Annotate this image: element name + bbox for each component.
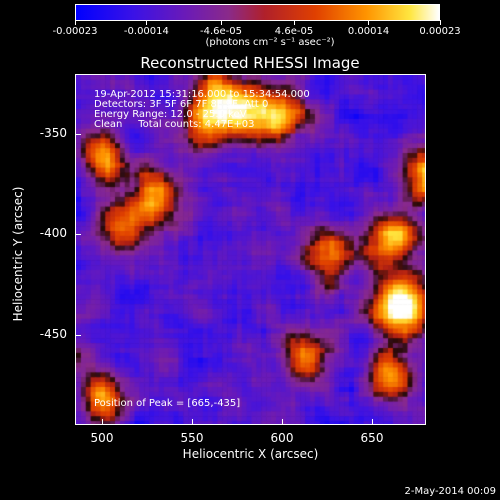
colorbar-tick-label: -0.00023 <box>52 26 98 37</box>
y-axis-label: Heliocentric Y (arcsec) <box>11 186 25 322</box>
annotation-detectors: Detectors: 3F 5F 6F 7F 8F 9F, Att 0 <box>94 99 269 110</box>
y-tick-label: -400 <box>39 226 67 241</box>
footer-date: 2-May-2014 00:09 <box>404 486 496 497</box>
annotation-energy-range: Energy Range: 12.0 - 25.0 keV <box>94 109 247 120</box>
y-tick-mark <box>75 334 81 336</box>
colorbar-tick-mark <box>293 20 295 25</box>
heatmap-image <box>76 75 425 424</box>
chart-title: Reconstructed RHESSI Image <box>140 54 360 72</box>
annotation-peak: Position of Peak = [665,-435] <box>94 398 241 409</box>
colorbar-tick-label: -0.00014 <box>123 26 169 37</box>
colorbar-tick-mark <box>439 20 441 25</box>
y-tick-label: -450 <box>39 326 67 341</box>
colorbar-tick-label: 0.00023 <box>419 26 461 37</box>
colorbar-tick-mark <box>74 20 76 25</box>
x-tick-mark <box>192 419 193 425</box>
annotation-time-range: 19-Apr-2012 15:31:16.000 to 15:34:54.000 <box>94 89 310 100</box>
plot-area: 19-Apr-2012 15:31:16.000 to 15:34:54.000… <box>75 74 426 425</box>
y-tick-label: -350 <box>39 126 67 141</box>
colorbar-tick-label: 4.6e-05 <box>274 26 314 37</box>
x-tick-label: 600 <box>270 431 294 445</box>
colorbar-tick-label: -4.6e-05 <box>200 26 242 37</box>
colorbar-tick-label: 0.00014 <box>347 26 390 37</box>
colorbar-unit-label: (photons cm⁻² s⁻¹ asec⁻²) <box>205 37 335 48</box>
x-axis-label: Heliocentric X (arcsec) <box>182 447 319 461</box>
x-tick-mark <box>282 419 283 425</box>
x-tick-label: 550 <box>180 431 204 445</box>
x-tick-label: 650 <box>360 431 384 445</box>
colorbar-tick-mark <box>220 20 222 25</box>
y-tick-mark <box>75 234 81 236</box>
x-tick-label: 500 <box>90 431 114 445</box>
colorbar <box>75 4 440 21</box>
colorbar-tick-mark <box>368 20 370 25</box>
annotation-counts: Clean Total counts: 4.47E+03 <box>94 119 255 130</box>
y-tick-mark <box>75 134 81 136</box>
colorbar-tick-mark <box>145 20 147 25</box>
x-tick-mark <box>372 419 373 425</box>
x-tick-mark <box>102 419 103 425</box>
